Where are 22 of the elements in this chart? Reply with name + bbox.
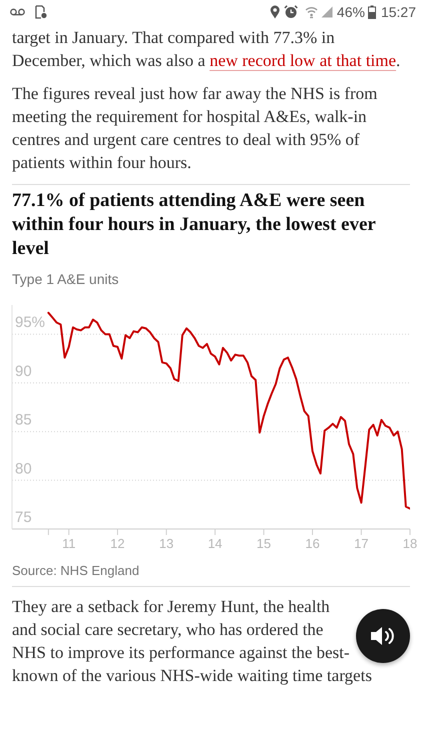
source-note: Source: NHS England [12, 563, 140, 578]
text: . [396, 51, 400, 70]
x-tick-label: 16 [305, 536, 320, 552]
x-tick-label: 13 [159, 536, 174, 552]
chart-subtitle: Type 1 A&E units [12, 271, 120, 287]
text: 15:27 [380, 4, 416, 20]
x-tick-label: 17 [354, 536, 369, 552]
y-tick-label: 80 [15, 460, 32, 478]
y-tick-label: 95% [15, 314, 46, 332]
y-tick-label: 85 [15, 412, 32, 429]
y-tick-label: 90 [15, 362, 32, 380]
text: The figures reveal just how far away the NHS is from meeting the requirement for hospital A&Es, walk-in centres and urgent care centres to deal with 95% of patients within four hours. [12, 83, 378, 174]
text: new record low at that time [210, 51, 396, 70]
chart-title: 77.1% of patients attending A&E were seen within four hours in January, the lowest ever level [12, 189, 376, 261]
y-tick-label: 75 [15, 509, 32, 526]
x-tick-label: 14 [208, 536, 222, 552]
x-tick-label: 18 [402, 536, 418, 552]
text: 46% [336, 4, 365, 20]
text: They are a setback for Jeremy Hunt, the health and social care secretary, who has ordered the NHS to improve its performance against the best-known of the various NHS-wide waiting time targets [12, 596, 373, 687]
x-tick-label: 11 [62, 536, 76, 552]
x-tick-label: 12 [110, 536, 125, 552]
x-tick-label: 15 [256, 536, 272, 552]
